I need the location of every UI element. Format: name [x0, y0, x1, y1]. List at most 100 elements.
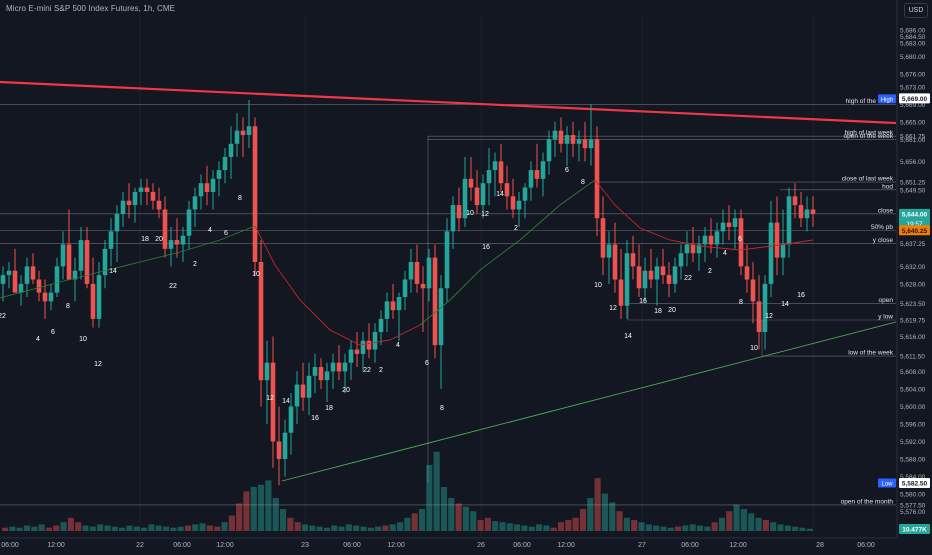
hour-label: 8	[739, 299, 743, 306]
candle-body	[54, 266, 60, 293]
price-tick-label: 5,651.25	[900, 180, 926, 187]
price-tick-label: 5,683.00	[900, 41, 926, 48]
volume-bar	[557, 522, 565, 531]
candle	[768, 200, 774, 298]
volume-bar	[236, 503, 243, 531]
candle	[720, 209, 726, 245]
volume-bar	[162, 526, 170, 531]
high-label-tag	[878, 94, 896, 104]
volume-bar	[448, 498, 455, 531]
candle-body	[714, 231, 720, 245]
candle	[642, 257, 648, 302]
currency-button[interactable]: USD	[904, 3, 928, 18]
candle-body	[78, 240, 84, 271]
time-label: 12:00	[729, 542, 747, 549]
candle-body	[90, 283, 96, 319]
candle	[678, 244, 684, 280]
candle	[60, 231, 66, 280]
candle-body	[30, 266, 36, 280]
volume-bar	[711, 522, 718, 531]
hour-label: 4	[723, 250, 727, 257]
candle-body	[402, 279, 408, 298]
candle	[306, 362, 312, 416]
time-label: 12:00	[216, 542, 234, 549]
hour-label: 20	[668, 307, 676, 314]
price-tick-label: 5,611.50	[900, 354, 925, 361]
candle	[102, 240, 108, 289]
candle-body	[84, 240, 90, 284]
candle-body	[198, 183, 204, 197]
volume-bar	[287, 517, 294, 531]
volume-bar	[243, 491, 250, 531]
volume-tag	[899, 524, 930, 534]
candle	[12, 248, 18, 293]
candle	[402, 270, 408, 311]
candle	[204, 165, 210, 206]
hour-label: 20	[155, 236, 163, 243]
candle-body	[456, 205, 462, 219]
candle-body	[0, 275, 6, 284]
candle	[672, 257, 678, 293]
volume-bar	[75, 522, 82, 531]
candle	[0, 266, 6, 302]
candle	[780, 209, 786, 276]
candle-body	[306, 375, 312, 398]
hour-label: 10	[252, 271, 260, 278]
candle	[438, 275, 444, 389]
hour-label: 12	[266, 395, 274, 402]
time-label: 23	[301, 542, 309, 549]
volume-bar	[177, 526, 184, 531]
candle-body	[420, 283, 426, 289]
volume-bar	[2, 527, 9, 531]
volume-bar	[345, 524, 352, 531]
volume-value: 10.477K	[902, 527, 927, 534]
candle-body	[510, 196, 516, 210]
candle	[312, 353, 318, 394]
level-label: close of last week	[842, 176, 894, 183]
candle	[360, 332, 366, 372]
candle-body	[192, 196, 198, 210]
ema-line	[0, 225, 256, 299]
candle	[264, 340, 270, 424]
candle-body	[222, 156, 228, 171]
price-tick-label: 5,686.00	[900, 28, 926, 35]
volume-bar	[726, 511, 733, 531]
hour-label: 6	[224, 230, 228, 237]
hour-label: 6	[565, 167, 569, 174]
volume-bar	[104, 525, 111, 531]
candle-body	[624, 253, 630, 306]
candle	[474, 170, 480, 214]
price-tick-label: 5,596.00	[900, 421, 926, 428]
volume-bar	[23, 525, 31, 531]
candle-body	[552, 130, 558, 140]
volume-bar	[660, 526, 667, 531]
volume-bar	[418, 509, 426, 531]
hour-label: 10	[466, 210, 474, 217]
candle-body	[444, 231, 450, 289]
price-tick-label: 5,600.00	[900, 404, 926, 411]
candle-body	[468, 178, 474, 188]
candle-body	[72, 270, 78, 280]
candle-body	[576, 139, 582, 144]
candle-body	[60, 244, 66, 267]
candle-body	[528, 170, 534, 188]
volume-bar	[704, 526, 711, 531]
candle	[786, 187, 792, 258]
candle	[282, 419, 288, 477]
candle-body	[438, 288, 444, 346]
candle	[270, 336, 276, 468]
hour-label: 14	[496, 191, 504, 198]
candle-body	[672, 266, 678, 284]
hour-label: 2	[514, 225, 518, 232]
candle	[300, 362, 306, 411]
candle-body	[234, 130, 240, 144]
candle	[534, 143, 540, 188]
volume-bar	[792, 526, 799, 531]
candle-body	[6, 270, 12, 276]
candle-body	[390, 301, 396, 311]
candle	[408, 248, 414, 293]
candle	[216, 161, 222, 197]
candle	[228, 126, 234, 179]
candle	[750, 261, 756, 324]
